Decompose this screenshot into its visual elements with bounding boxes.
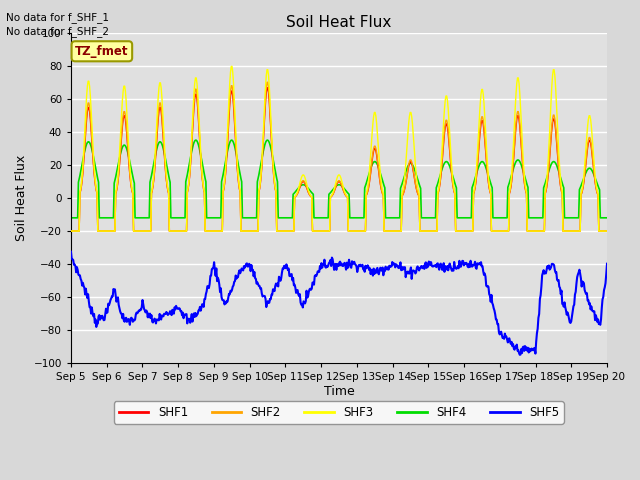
Legend: SHF1, SHF2, SHF3, SHF4, SHF5: SHF1, SHF2, SHF3, SHF4, SHF5 xyxy=(114,401,564,424)
X-axis label: Time: Time xyxy=(324,385,355,398)
Text: TZ_fmet: TZ_fmet xyxy=(75,45,129,58)
Title: Soil Heat Flux: Soil Heat Flux xyxy=(286,15,392,30)
Text: No data for f_SHF_2: No data for f_SHF_2 xyxy=(6,26,109,37)
Text: No data for f_SHF_1: No data for f_SHF_1 xyxy=(6,12,109,23)
Y-axis label: Soil Heat Flux: Soil Heat Flux xyxy=(15,155,28,241)
